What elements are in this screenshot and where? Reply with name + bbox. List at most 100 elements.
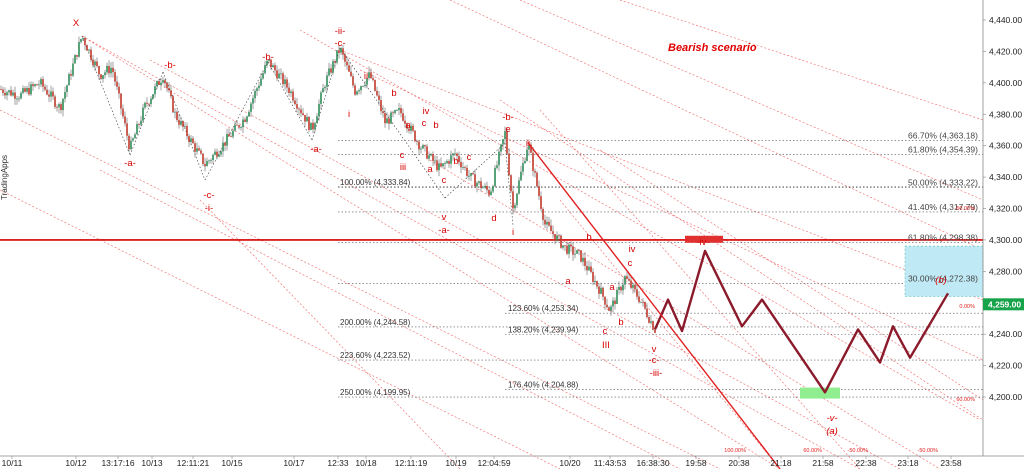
- candle-body: [102, 75, 104, 79]
- candle-body: [384, 113, 386, 124]
- iv-resistance-zone: [685, 235, 723, 243]
- candle-body: [230, 136, 232, 138]
- candle-body: [366, 78, 368, 85]
- wave-connector: [444, 142, 506, 199]
- candle-body: [224, 142, 226, 146]
- candle-body: [210, 159, 212, 161]
- wave-label-b1: -b-: [164, 60, 176, 71]
- y-tick-label: 4,240.00: [989, 329, 1022, 339]
- candle-body: [568, 244, 570, 254]
- y-tick-label: 4,320.00: [989, 204, 1022, 214]
- candle-body: [112, 67, 114, 73]
- candle-body: [192, 138, 194, 144]
- candle-body: [600, 287, 602, 294]
- wave-connector: [204, 61, 269, 181]
- candle-body: [194, 143, 196, 152]
- annotations: 66.70% (4,363.18) 61.80% (4,354.39) 50.00%…: [0, 18, 978, 454]
- wave-label-i1: -i-: [205, 203, 213, 214]
- x-tick-label: 10/12: [65, 458, 87, 468]
- candle-body: [270, 59, 272, 68]
- candle-body: [380, 100, 382, 112]
- candle-body: [632, 284, 634, 288]
- candle-body: [462, 167, 464, 168]
- candle-body: [60, 104, 62, 111]
- wave-label-c_s4: c: [467, 152, 472, 163]
- candle-body: [148, 103, 150, 105]
- candle-body: [42, 79, 44, 87]
- candle-body: [524, 160, 526, 164]
- candle-body: [338, 50, 340, 53]
- candle-body: [558, 235, 560, 237]
- fib-label-left: 100.00% (4,333.84): [340, 178, 411, 187]
- candle-body: [386, 118, 388, 124]
- candle-body: [432, 154, 434, 161]
- fib-label-right: 41.40% (4,317.79): [908, 202, 978, 212]
- candle-body: [160, 82, 162, 86]
- candle-body: [200, 150, 202, 154]
- candle-body: [212, 154, 214, 160]
- candle-body: [602, 287, 604, 297]
- candle-body: [90, 49, 92, 60]
- candle-body: [290, 91, 292, 93]
- candle-body: [398, 108, 400, 111]
- candle-body: [76, 55, 78, 57]
- candle-body: [514, 205, 516, 209]
- pct-label: -50.00%: [848, 448, 869, 454]
- candle-body: [158, 81, 160, 86]
- wave-label-c_big: -c-: [648, 355, 659, 366]
- candle-body: [26, 88, 28, 92]
- price-zones: [685, 235, 984, 399]
- candle-body: [52, 91, 54, 97]
- candle-body: [254, 90, 256, 99]
- candle-body: [618, 286, 620, 290]
- candle-body: [408, 128, 410, 131]
- candle-body: [520, 171, 522, 181]
- wave-label-v_s2: v: [652, 344, 657, 355]
- candle-body: [164, 80, 166, 84]
- candle-body: [240, 127, 242, 128]
- candle-body: [86, 45, 88, 51]
- candle-body: [436, 160, 438, 171]
- candle-body: [108, 65, 110, 74]
- candle-body: [348, 65, 350, 72]
- x-tick-label: 10/20: [559, 458, 581, 468]
- candle-body: [572, 246, 574, 255]
- candle-body: [608, 307, 610, 311]
- candle-body: [644, 301, 646, 309]
- candle-body: [636, 289, 638, 297]
- y-tick-label: 4,340.00: [989, 172, 1022, 182]
- candle-body: [562, 245, 564, 248]
- candle-body: [410, 125, 412, 131]
- candle-body: [336, 50, 338, 63]
- candle-body: [208, 160, 210, 162]
- candle-body: [404, 120, 406, 124]
- x-tick-label: 21:18: [770, 458, 792, 468]
- candle-body: [180, 121, 182, 125]
- candle-body: [614, 300, 616, 304]
- wave-label-a_s2: a: [427, 164, 433, 175]
- candle-body: [406, 123, 408, 129]
- candle-body: [560, 235, 562, 248]
- candle-body: [234, 124, 236, 131]
- fib-label-mid: 138.20% (4,239.94): [508, 325, 579, 334]
- channel-line: [429, 159, 941, 469]
- candle-body: [34, 84, 36, 87]
- candle-body: [138, 123, 140, 125]
- candle-body: [96, 61, 98, 67]
- candle-body: [308, 116, 310, 130]
- candle-body: [458, 155, 460, 163]
- candle-body: [120, 93, 122, 109]
- candle-body: [314, 123, 316, 130]
- fib-label-right: 30.00% (4,272.38): [908, 273, 978, 283]
- candle-body: [58, 104, 60, 108]
- candle-body: [492, 186, 494, 192]
- candle-body: [472, 173, 474, 175]
- candle-body: [550, 225, 552, 232]
- candle-body: [466, 167, 468, 176]
- candle-body: [454, 153, 456, 155]
- candle-body: [56, 106, 58, 108]
- candle-body: [278, 73, 280, 79]
- x-tick-label: 21:58: [812, 458, 834, 468]
- candle-body: [46, 89, 48, 95]
